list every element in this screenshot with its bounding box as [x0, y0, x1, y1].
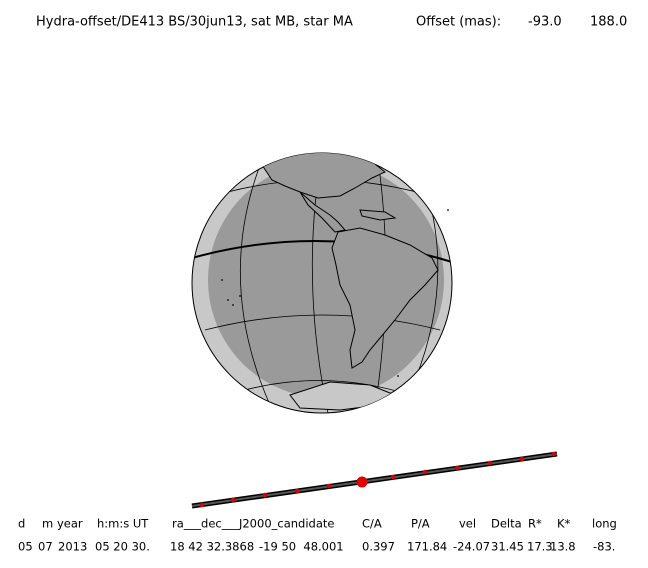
cell: 171.84: [407, 540, 447, 554]
column-header: R*: [528, 517, 542, 531]
cell: 05: [18, 540, 33, 554]
column-header: long: [592, 517, 617, 531]
cell: -24.07: [453, 540, 490, 554]
column-header: year: [57, 517, 83, 531]
offset-value: -93.0: [528, 15, 562, 30]
cell: -83.: [593, 540, 615, 554]
column-header: P/A: [411, 517, 430, 531]
cell: 2013: [58, 540, 87, 554]
cell: 17.3: [527, 540, 553, 554]
column-header: d: [18, 517, 25, 531]
cell: 05 20 30.: [95, 540, 150, 554]
cell: 07: [38, 540, 53, 554]
column-header: h:m:s UT: [97, 517, 149, 531]
cell: 31.45: [491, 540, 524, 554]
offset-value: 188.0: [590, 15, 627, 30]
cell: 18 42 32.3868: [170, 540, 254, 554]
closest-approach: [356, 476, 368, 488]
offset-label: Offset (mas):: [416, 15, 501, 30]
globe: [191, 152, 453, 414]
islands: [221, 209, 449, 377]
column-header: Delta: [491, 517, 522, 531]
column-header: m: [42, 517, 53, 531]
data-table: d m year h:m:s UT ra___dec___J2000_candidate…: [18, 517, 617, 554]
column-header: K*: [557, 517, 571, 531]
cell: 0.397: [362, 540, 395, 554]
shadow-track: [191, 451, 558, 509]
column-header: ra___dec___J2000_candidate: [172, 517, 334, 531]
cell: -19 50 48.001: [259, 540, 344, 554]
title: Hydra-offset/DE413 BS/30jun13, sat MB, s…: [36, 15, 353, 30]
column-header: C/A: [362, 517, 382, 531]
column-header: vel: [459, 517, 476, 531]
cell: 13.8: [550, 540, 576, 554]
